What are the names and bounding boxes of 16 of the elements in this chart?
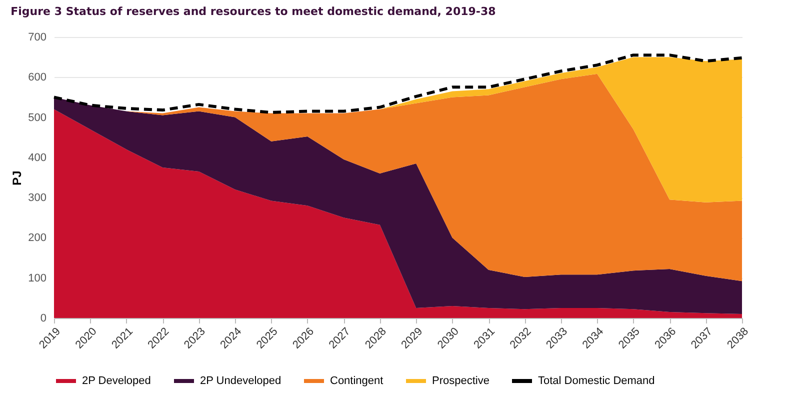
y-axis-title: PJ (10, 170, 24, 186)
legend-label: Contingent (330, 375, 384, 387)
y-tick-label: 200 (28, 232, 46, 244)
y-tick-label: 300 (28, 192, 46, 204)
legend-label: 2P Developed (82, 375, 151, 387)
y-tick-label: 500 (28, 112, 46, 124)
y-tick-label: 400 (28, 152, 46, 164)
y-tick-label: 0 (40, 312, 46, 324)
legend-label: Total Domestic Demand (538, 375, 655, 387)
y-tick-label: 100 (28, 272, 46, 284)
y-tick-label: 600 (28, 72, 46, 84)
legend-label: 2P Undeveloped (200, 375, 282, 387)
y-tick-label: 700 (28, 32, 46, 44)
chart-title: Figure 3 Status of reserves and resources to meet domestic demand, 2019-38 (10, 5, 496, 18)
line-series (52, 54, 744, 114)
legend-label: Prospective (432, 375, 490, 387)
